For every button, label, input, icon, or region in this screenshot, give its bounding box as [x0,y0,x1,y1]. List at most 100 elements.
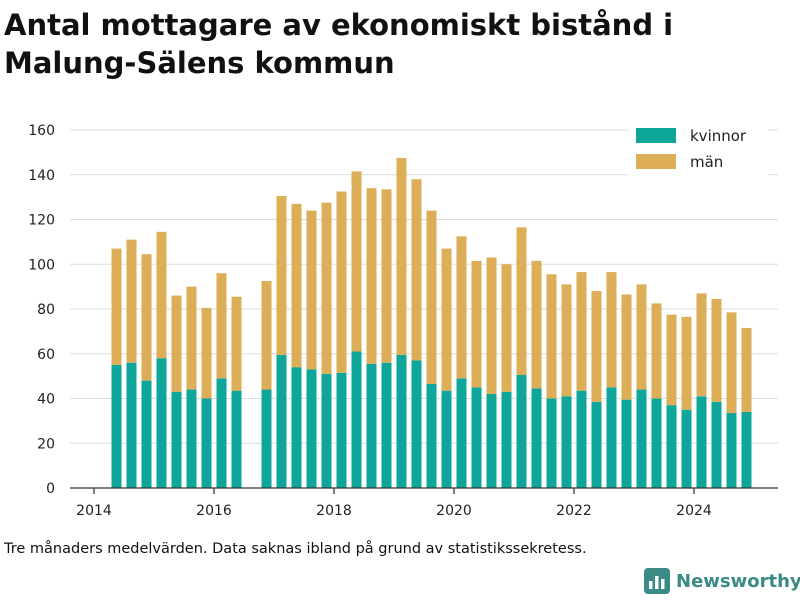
bar-man [561,284,572,397]
bar-man [651,303,662,399]
bar-kvinnor [216,378,227,488]
bar-man [696,293,707,397]
bar-kvinnor [111,364,122,488]
x-tick-label: 2018 [316,503,352,519]
bar-kvinnor [291,367,302,488]
bar-man [261,281,272,390]
bar-kvinnor [666,405,677,488]
y-tick-label: 0 [46,481,55,497]
bar-man [156,231,167,359]
bar-man [486,257,497,395]
x-tick-label: 2020 [436,503,472,519]
bars [111,157,752,488]
bar-kvinnor [471,387,482,488]
bar-man [171,295,182,392]
y-tick-label: 60 [37,347,55,363]
y-tick-label: 160 [28,123,55,139]
bar-kvinnor [726,413,737,488]
bar-kvinnor [201,398,212,488]
bar-kvinnor [696,396,707,488]
bar-kvinnor [336,372,347,488]
bar-man [141,254,152,381]
bar-man [426,210,437,384]
bar-man [126,239,137,363]
legend: kvinnor män [628,122,768,176]
bar-kvinnor [186,389,197,488]
y-tick-label: 140 [28,168,55,184]
bar-kvinnor [681,409,692,488]
bar-kvinnor [141,380,152,488]
bar-man [516,227,527,376]
bar-kvinnor [171,391,182,488]
bar-kvinnor [261,389,272,488]
bar-man [411,179,422,361]
bar-man [711,298,722,402]
bar-man [276,196,287,355]
bar-man [531,260,542,389]
bar-kvinnor [231,390,242,488]
bar-kvinnor [516,375,527,488]
bar-kvinnor [156,358,167,488]
bar-kvinnor [426,383,437,488]
bar-man [111,248,122,365]
bar-kvinnor [486,394,497,488]
bar-man [366,188,377,364]
bar-man [291,203,302,368]
legend-label: män [690,153,723,171]
bar-kvinnor [546,398,557,488]
bar-man [501,264,512,392]
bar-man [621,294,632,400]
bar-kvinnor [381,362,392,488]
bar-man [456,236,467,379]
bar-man [546,274,557,399]
y-tick-label: 120 [28,213,55,229]
bar-man [321,202,332,374]
y-tick-label: 20 [37,436,55,452]
bar-man [576,272,587,391]
bar-man [216,273,227,379]
bar-man [636,284,647,390]
bar-kvinnor [306,369,317,488]
legend-swatch [636,154,676,169]
bar-man [441,248,452,391]
bar-kvinnor [606,387,617,488]
bar-man [396,157,407,355]
chart-title: Antal mottagare av ekonomiskt bistånd i … [4,8,674,80]
bar-man [336,191,347,373]
x-tick-label: 2024 [676,503,712,519]
bar-man [591,291,602,402]
bar-man [201,307,212,399]
bar-kvinnor [366,363,377,488]
bar-man [186,286,197,390]
axes: 0 20 40 60 80 100 120 140 160 2014 2016 2018 2020 202… [28,123,778,519]
bar-man [471,260,482,388]
chart: 0 20 40 60 80 100 120 140 160 2014 2016 2018 2020 202… [28,122,778,519]
bar-man [606,272,617,388]
x-tick-label: 2016 [196,503,232,519]
bar-man [351,171,362,352]
legend-label: kvinnor [690,127,747,145]
bar-kvinnor [351,351,362,488]
y-tick-label: 100 [28,257,55,273]
bar-kvinnor [561,396,572,488]
bar-kvinnor [411,360,422,488]
bar-kvinnor [126,362,137,488]
bar-kvinnor [576,390,587,488]
bar-man [726,312,737,414]
y-tick-label: 80 [37,302,55,318]
brand-logo[interactable]: Newsworthy [644,568,800,594]
footnote: Tre månaders medelvärden. Data saknas ib… [4,541,587,557]
bar-kvinnor [591,401,602,488]
brand-name: Newsworthy [676,570,800,592]
bar-kvinnor [321,373,332,488]
bar-man [231,296,242,391]
bar-kvinnor [441,390,452,488]
y-tick-label: 40 [37,392,55,408]
bar-kvinnor [456,378,467,488]
bar-kvinnor [276,354,287,488]
bar-kvinnor [651,398,662,488]
bar-kvinnor [741,411,752,488]
bar-man [306,210,317,370]
bar-man [741,328,752,412]
bar-man [681,316,692,410]
